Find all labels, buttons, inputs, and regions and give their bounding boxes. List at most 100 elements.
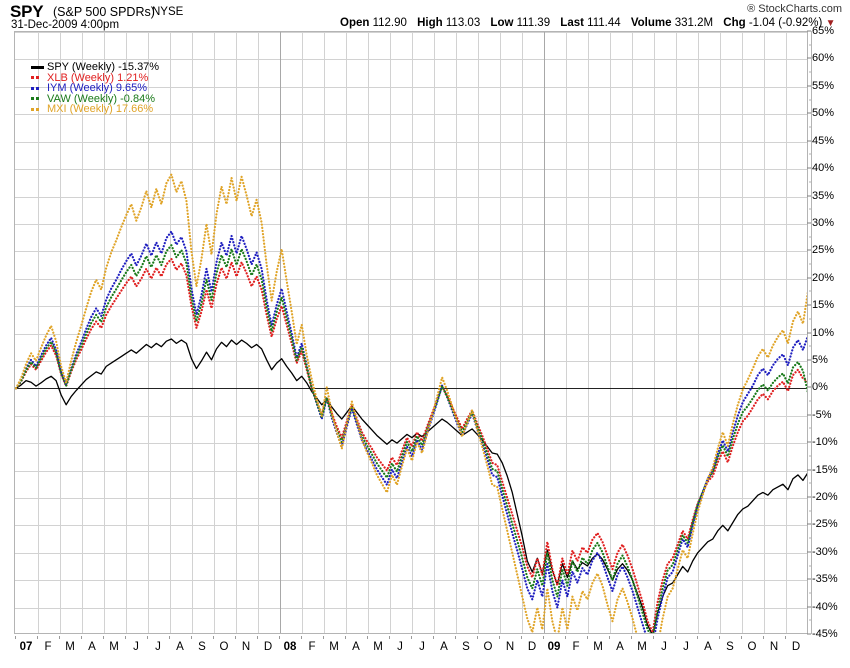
legend-swatch-mxi [31,104,45,115]
open-label: Open [340,17,370,29]
x-axis-tick [763,636,764,639]
y-axis-minor-tick [809,99,811,100]
y-axis-tick [807,633,811,635]
x-axis-label: S [462,641,470,653]
x-axis-tick [169,636,170,639]
x-axis-label: M [109,641,119,653]
legend-label-xlb: XLB (Weekly) 1.21% [47,71,149,84]
x-axis-label: M [593,641,603,653]
gridline-horizontal [15,114,807,116]
legend-item-iym[interactable]: IYM (Weekly) 9.65% [31,83,159,94]
gridline-vertical [610,32,611,633]
legend-item-xlb[interactable]: XLB (Weekly) 1.21% [31,71,159,84]
legend-label-iym: IYM (Weekly) 9.65% [47,82,148,95]
y-axis-minor-tick [809,592,811,594]
x-axis-tick [741,636,742,639]
gridline-vertical [280,32,281,633]
x-axis-label: A [616,641,624,653]
zero-reference-line [15,388,807,390]
y-axis-label: -5% [812,408,832,421]
x-axis-tick [675,636,676,639]
x-axis-tick [37,636,38,639]
x-axis-tick [521,636,522,639]
gridline-vertical [368,32,369,633]
x-axis-tick [631,636,632,639]
x-axis-label: M [373,641,383,653]
legend-swatch-xlb [31,73,45,84]
y-axis-minor-tick [809,510,811,512]
y-axis-tick [807,304,811,306]
legend-item-spy[interactable]: SPY (Weekly) -15.37% [31,62,159,73]
legend-swatch-vaw [31,94,45,105]
gridline-vertical [478,32,479,633]
high-value: 113.03 [445,17,481,29]
y-axis-minor-tick [809,455,811,457]
y-axis-label: 65% [812,25,835,37]
y-axis-label: -45% [812,628,838,640]
legend-label-spy: SPY (Weekly) -15.37% [47,61,160,73]
legend-item-mxi[interactable]: MXI (Weekly) 17.66% [31,104,159,115]
gridline-vertical [654,32,655,633]
x-axis-label: M [329,641,339,653]
gridline-horizontal [15,196,807,198]
x-axis-label: A [352,641,360,653]
x-axis-tick [367,636,368,639]
y-axis-tick [807,523,811,525]
gridline-vertical [456,32,457,633]
legend-swatch-iym [31,83,45,94]
gridline-vertical [764,32,765,633]
x-axis-label: N [241,641,251,653]
quote-datetime: 31-Dec-2009 4:00pm [11,19,120,31]
y-axis-tick [807,277,811,279]
y-axis-tick [807,195,811,196]
gridline-horizontal [15,360,807,362]
x-axis-label: N [769,641,779,653]
chg-down-arrow-icon: ▼ [825,18,836,29]
x-axis-tick [389,636,390,639]
gridline-horizontal [15,223,807,225]
x-axis-label: J [155,641,161,653]
x-axis-tick [543,636,544,639]
gridline-vertical [192,32,193,633]
x-axis-tick [697,636,698,639]
y-axis-minor-tick [809,236,811,238]
x-axis-tick [59,636,60,639]
x-axis-tick [433,636,434,639]
y-axis-tick [807,112,811,114]
y-axis-label: 25% [812,244,835,257]
open-value: 112.90 [372,17,407,29]
gridline-horizontal [15,141,807,143]
gridline-vertical [632,32,633,633]
gridline-vertical [720,32,721,633]
y-axis-label: -30% [812,545,838,558]
chg-label: Chg [723,17,746,29]
x-axis-label: N [505,641,515,653]
y-axis-tick [807,167,811,169]
y-axis-minor-tick [809,400,811,402]
x-axis-label: M [65,641,75,653]
series-line-iym [15,230,807,633]
y-axis-tick [807,359,811,361]
y-axis-minor-tick [809,427,811,429]
x-axis-tick [103,636,104,639]
x-axis-label: F [44,641,52,653]
symbol-exchange: NYSE [152,6,184,18]
y-axis-line [811,31,812,634]
symbol-ticker: SPY [10,2,44,21]
quote-bar: Open 112.90 High 113.03 Low 111.39 Last … [340,17,835,29]
y-axis-label: 0% [812,381,828,394]
y-axis-tick [807,414,811,416]
x-axis-label: A [176,641,184,653]
gridline-vertical [676,32,677,633]
gridline-horizontal [15,607,807,609]
x-axis-label: J [683,641,689,653]
gridline-horizontal [15,86,807,88]
x-axis-tick [455,636,456,639]
gridline-horizontal [15,470,807,472]
gridline-vertical [214,32,215,633]
y-axis-minor-tick [809,619,811,621]
gridline-horizontal [15,32,807,33]
y-axis-tick [807,222,811,224]
gridline-horizontal [15,498,807,499]
legend-item-vaw[interactable]: VAW (Weekly) -0.84% [31,93,159,105]
